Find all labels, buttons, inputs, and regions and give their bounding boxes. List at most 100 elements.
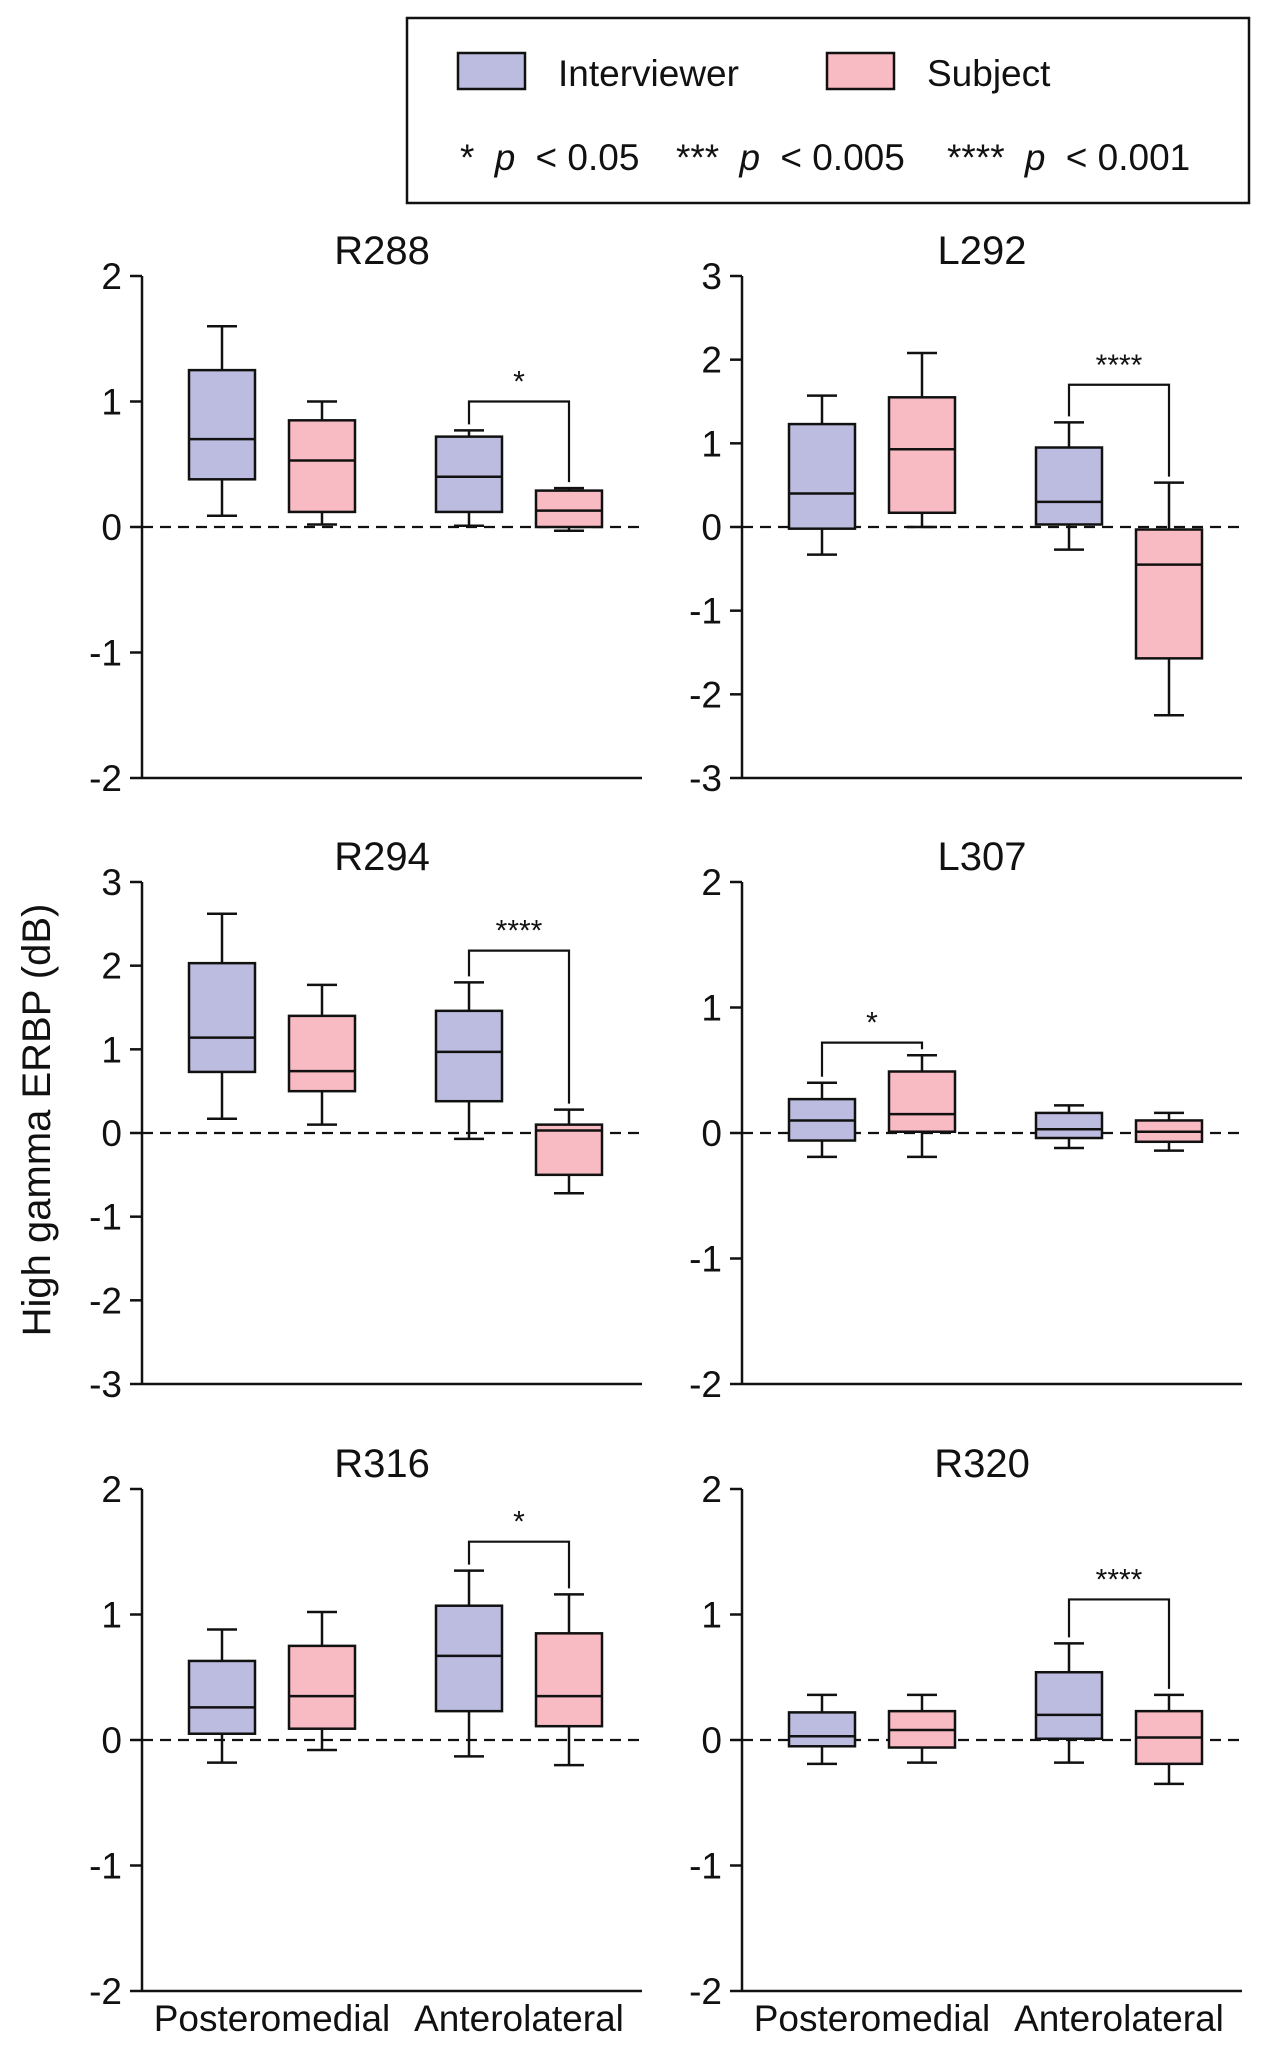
- y-tick-label: 1: [101, 1595, 122, 1636]
- box-iqr: [534, 489, 604, 529]
- box-subject-posteromedial: [287, 1610, 357, 1752]
- significance-bracket: [1067, 383, 1171, 477]
- legend-significance-3: **** p < 0.001: [947, 137, 1190, 178]
- y-tick-label: 0: [701, 1720, 722, 1761]
- box-iqr: [787, 1711, 857, 1748]
- y-tick-label: 2: [701, 340, 722, 381]
- box-iqr: [434, 1604, 504, 1713]
- x-tick-label: Posteromedial: [154, 1998, 391, 2039]
- y-tick-label: -2: [689, 1971, 722, 2012]
- y-tick-label: 0: [701, 507, 722, 548]
- sig-p-3: p: [1024, 137, 1046, 178]
- box-iqr: [534, 1123, 604, 1177]
- y-tick-label: -3: [689, 758, 722, 799]
- panel-l307: L307 2 1 0 -1 -2 *: [689, 835, 1242, 1405]
- significance-bracket: [467, 949, 571, 1104]
- significance-stars: ****: [1096, 349, 1143, 382]
- box-iqr: [187, 1659, 257, 1735]
- y-tick-label: -3: [89, 1364, 122, 1405]
- box-subject-posteromedial: [887, 1693, 957, 1764]
- box-subject-anterolateral: [534, 486, 604, 533]
- box-interviewer-posteromedial: [187, 1628, 257, 1764]
- box-interviewer-anterolateral: [1034, 1642, 1104, 1764]
- significance-stars: ****: [1096, 1563, 1143, 1596]
- y-tick-label: 3: [101, 862, 122, 903]
- y-tick-label: 1: [701, 423, 722, 464]
- panel-r294: R294 3 2 1 0 -1 -2 -3 ****: [89, 835, 642, 1405]
- y-tick-label: 2: [701, 862, 722, 903]
- significance-stars: *: [513, 1506, 525, 1539]
- panel-title: L292: [938, 229, 1027, 273]
- box-subject-anterolateral: [534, 1108, 604, 1195]
- box-iqr: [1034, 1111, 1104, 1140]
- sig-threshold-1: < 0.05: [536, 137, 640, 178]
- box-iqr: [187, 961, 257, 1074]
- significance-stars: *: [513, 366, 525, 399]
- box-interviewer-posteromedial: [787, 1081, 857, 1159]
- y-tick-label: 1: [101, 382, 122, 423]
- box-iqr: [787, 422, 857, 530]
- x-tick-label: Anterolateral: [1014, 1998, 1224, 2039]
- box-iqr: [434, 1009, 504, 1103]
- y-tick-label: 0: [101, 1720, 122, 1761]
- y-tick-label: 1: [701, 1595, 722, 1636]
- significance-bracket: [1067, 1598, 1171, 1689]
- y-tick-label: -2: [89, 1971, 122, 2012]
- y-tick-label: -1: [689, 1846, 722, 1887]
- legend-frame: [405, 16, 1251, 205]
- box-iqr: [434, 435, 504, 514]
- legend-swatch-interviewer: [456, 51, 527, 91]
- y-tick-label: -2: [89, 1280, 122, 1321]
- sig-stars-1: *: [460, 137, 474, 178]
- box-iqr: [534, 1632, 604, 1728]
- box-interviewer-posteromedial: [187, 324, 257, 517]
- y-tick-label: -1: [89, 1846, 122, 1887]
- box-iqr: [187, 368, 257, 481]
- y-tick-label: -2: [689, 674, 722, 715]
- legend: Interviewer Subject * p < 0.05 *** p < 0…: [405, 16, 1251, 205]
- sig-p-2: p: [738, 137, 760, 178]
- significance-stars: ****: [496, 915, 543, 948]
- box-iqr: [1134, 528, 1204, 660]
- sig-threshold-3: < 0.001: [1066, 137, 1190, 178]
- y-tick-label: 1: [701, 988, 722, 1029]
- y-tick-label: 2: [101, 946, 122, 987]
- box-subject-anterolateral: [1134, 1111, 1204, 1152]
- panel-title: R288: [334, 229, 430, 273]
- y-axis-label: High gamma ERBP (dB): [15, 904, 59, 1337]
- box-interviewer-anterolateral: [434, 981, 504, 1141]
- box-subject-posteromedial: [287, 400, 357, 526]
- box-interviewer-anterolateral: [1034, 421, 1104, 551]
- y-tick-label: 0: [101, 507, 122, 548]
- x-tick-label: Posteromedial: [754, 1998, 991, 2039]
- y-tick-label: 2: [701, 1469, 722, 1510]
- panel-r288: R288 2 1 0 -1 -2 *: [89, 229, 642, 799]
- sig-stars-3: ****: [947, 137, 1005, 178]
- box-interviewer-anterolateral: [434, 429, 504, 527]
- sig-p-1: p: [494, 137, 516, 178]
- significance-bracket: [820, 1041, 924, 1077]
- box-interviewer-posteromedial: [787, 1693, 857, 1766]
- legend-swatch-subject: [825, 51, 896, 91]
- panel-title: R294: [334, 835, 430, 879]
- y-tick-label: 3: [701, 256, 722, 297]
- y-tick-label: 2: [101, 1469, 122, 1510]
- box-interviewer-posteromedial: [187, 912, 257, 1121]
- y-tick-label: 0: [101, 1113, 122, 1154]
- y-tick-label: -1: [89, 633, 122, 674]
- y-tick-label: -1: [689, 1239, 722, 1280]
- panel-r320: R320 2 1 0 -1 -2 **** Posteromedial Anterolatera…: [689, 1442, 1242, 2039]
- box-interviewer-anterolateral: [434, 1569, 504, 1758]
- x-tick-label: Anterolateral: [414, 1998, 624, 2039]
- significance-stars: *: [866, 1007, 878, 1040]
- sig-threshold-2: < 0.005: [780, 137, 904, 178]
- box-interviewer-anterolateral: [1034, 1104, 1104, 1150]
- box-subject-posteromedial: [887, 351, 957, 529]
- box-iqr: [1034, 446, 1104, 526]
- legend-label-interviewer: Interviewer: [558, 53, 739, 94]
- sig-stars-2: ***: [676, 137, 719, 178]
- legend-significance-2: *** p < 0.005: [676, 137, 905, 178]
- y-tick-label: -2: [89, 758, 122, 799]
- box-iqr: [887, 1070, 957, 1133]
